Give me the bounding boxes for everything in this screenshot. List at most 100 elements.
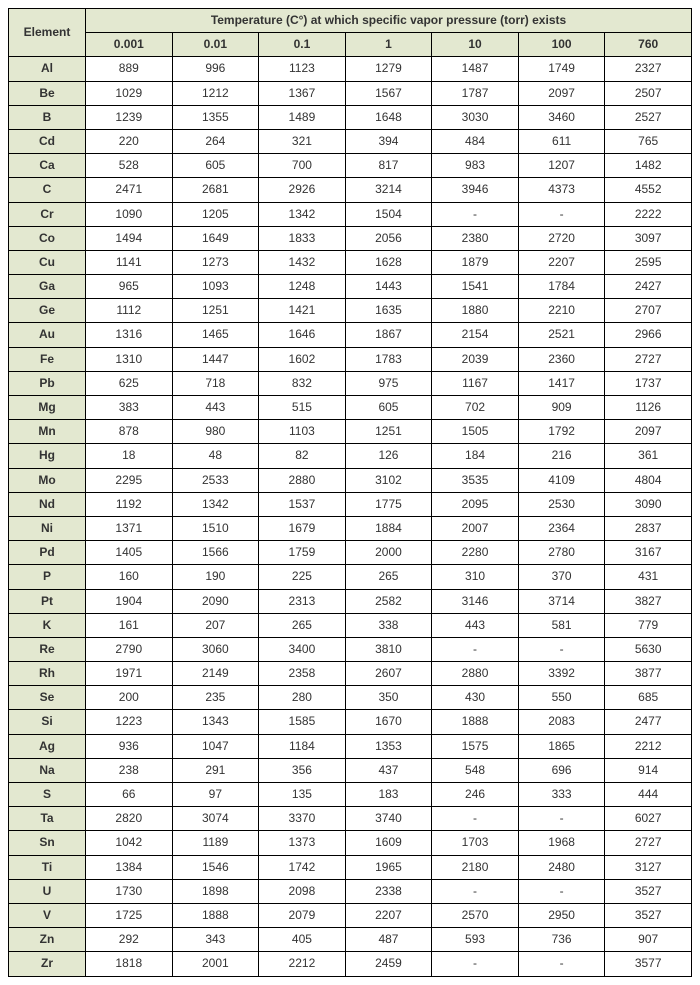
value-cell: 1405 (86, 541, 173, 565)
value-cell: 1567 (345, 81, 432, 105)
value-cell: 370 (518, 565, 605, 589)
element-cell: Hg (9, 444, 86, 468)
element-cell: K (9, 613, 86, 637)
pressure-col-header: 100 (518, 33, 605, 57)
value-cell: 685 (605, 686, 692, 710)
element-cell: Al (9, 57, 86, 81)
element-cell: Zn (9, 928, 86, 952)
table-row: Si1223134315851670188820832477 (9, 710, 692, 734)
value-cell: 2090 (172, 589, 259, 613)
value-cell: 437 (345, 758, 432, 782)
value-cell: 3074 (172, 807, 259, 831)
value-cell: 225 (259, 565, 346, 589)
value-cell: 1373 (259, 831, 346, 855)
value-cell: 246 (432, 783, 519, 807)
value-cell: - (432, 807, 519, 831)
value-cell: 405 (259, 928, 346, 952)
element-cell: Pt (9, 589, 86, 613)
value-cell: 700 (259, 154, 346, 178)
element-cell: Cd (9, 129, 86, 153)
value-cell: 1103 (259, 420, 346, 444)
value-cell: 484 (432, 129, 519, 153)
value-cell: 1742 (259, 855, 346, 879)
value-cell: 2480 (518, 855, 605, 879)
value-cell: 1343 (172, 710, 259, 734)
value-cell: 4552 (605, 178, 692, 202)
table-row: Re2790306034003810--5630 (9, 637, 692, 661)
value-cell: 779 (605, 613, 692, 637)
value-cell: 1167 (432, 371, 519, 395)
element-cell: Fe (9, 347, 86, 371)
value-cell: 1737 (605, 371, 692, 395)
value-cell: 1494 (86, 226, 173, 250)
value-cell: 235 (172, 686, 259, 710)
value-cell: 2207 (345, 903, 432, 927)
element-cell: B (9, 105, 86, 129)
value-cell: 1371 (86, 516, 173, 540)
value-cell: 321 (259, 129, 346, 153)
value-cell: 2095 (432, 492, 519, 516)
value-cell: 2681 (172, 178, 259, 202)
value-cell: 1965 (345, 855, 432, 879)
table-row: Se200235280350430550685 (9, 686, 692, 710)
value-cell: 581 (518, 613, 605, 637)
value-cell: 2607 (345, 662, 432, 686)
value-cell: 975 (345, 371, 432, 395)
value-cell: 1342 (172, 492, 259, 516)
value-cell: 126 (345, 444, 432, 468)
value-cell: 1867 (345, 323, 432, 347)
value-cell: 3090 (605, 492, 692, 516)
value-cell: 3946 (432, 178, 519, 202)
value-cell: 2880 (259, 468, 346, 492)
value-cell: 996 (172, 57, 259, 81)
value-cell: 1192 (86, 492, 173, 516)
value-cell: 238 (86, 758, 173, 782)
value-cell: 3740 (345, 807, 432, 831)
element-cell: Sn (9, 831, 86, 855)
value-cell: 443 (172, 396, 259, 420)
value-cell: 265 (259, 613, 346, 637)
value-cell: 1029 (86, 81, 173, 105)
element-cell: Ni (9, 516, 86, 540)
value-cell: 1646 (259, 323, 346, 347)
value-cell: 2280 (432, 541, 519, 565)
value-cell: 2926 (259, 178, 346, 202)
table-row: Be1029121213671567178720972507 (9, 81, 692, 105)
element-cell: S (9, 783, 86, 807)
value-cell: 1248 (259, 275, 346, 299)
value-cell: 1342 (259, 202, 346, 226)
table-row: Ni1371151016791884200723642837 (9, 516, 692, 540)
value-cell: 1971 (86, 662, 173, 686)
value-cell: 878 (86, 420, 173, 444)
value-cell: 1465 (172, 323, 259, 347)
value-cell: 3127 (605, 855, 692, 879)
value-cell: 1432 (259, 250, 346, 274)
value-cell: 291 (172, 758, 259, 782)
table-row: Ga965109312481443154117842427 (9, 275, 692, 299)
value-cell: 4373 (518, 178, 605, 202)
value-cell: 444 (605, 783, 692, 807)
table-row: P160190225265310370431 (9, 565, 692, 589)
value-cell: 1205 (172, 202, 259, 226)
value-cell: 983 (432, 154, 519, 178)
value-cell: 383 (86, 396, 173, 420)
value-cell: 3527 (605, 903, 692, 927)
value-cell: 1047 (172, 734, 259, 758)
value-cell: 2210 (518, 299, 605, 323)
value-cell: 338 (345, 613, 432, 637)
value-cell: 1112 (86, 299, 173, 323)
element-cell: Zr (9, 952, 86, 976)
value-cell: - (432, 202, 519, 226)
value-cell: 1355 (172, 105, 259, 129)
value-cell: 183 (345, 783, 432, 807)
value-cell: 1818 (86, 952, 173, 976)
value-cell: 2780 (518, 541, 605, 565)
value-cell: 625 (86, 371, 173, 395)
value-cell: 1884 (345, 516, 432, 540)
table-row: Rh1971214923582607288033923877 (9, 662, 692, 686)
value-cell: 5630 (605, 637, 692, 661)
value-cell: 889 (86, 57, 173, 81)
value-cell: 2360 (518, 347, 605, 371)
value-cell: 184 (432, 444, 519, 468)
value-cell: 936 (86, 734, 173, 758)
